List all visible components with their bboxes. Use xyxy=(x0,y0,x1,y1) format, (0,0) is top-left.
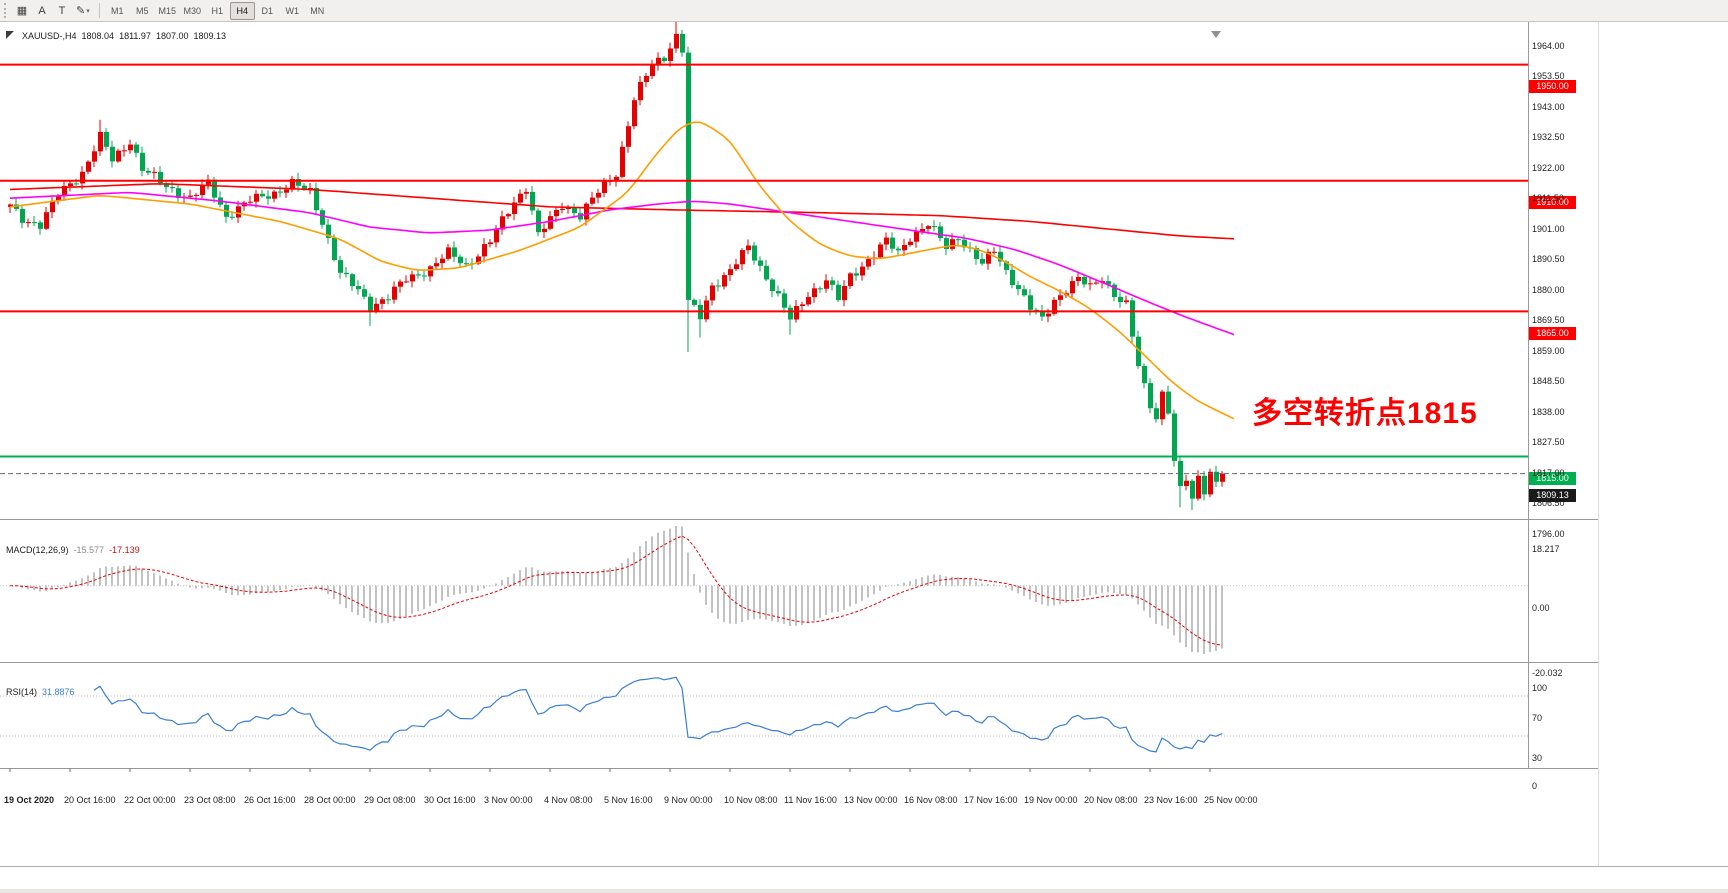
timeframe-button-M15[interactable]: M15 xyxy=(158,5,176,16)
macd-signal-value: -17.139 xyxy=(109,545,140,555)
toolbar-tools: ▦ A T ✎ ▾ xyxy=(12,2,94,20)
open-value: 1808.04 xyxy=(81,31,115,41)
timeframe-button-MN[interactable]: MN xyxy=(310,5,325,16)
caret-down-icon: ▾ xyxy=(86,7,90,15)
timeframe-button-W1[interactable]: W1 xyxy=(285,5,299,16)
chart-annotation-text: 多空转折点1815 xyxy=(1252,397,1478,430)
window-bottom-edge xyxy=(0,889,1728,893)
macd-histogram xyxy=(15,526,1223,654)
timeframe-button-M5[interactable]: M5 xyxy=(135,5,149,16)
text-label-tool-button[interactable]: A xyxy=(38,4,46,17)
timeframe-button-D1[interactable]: D1 xyxy=(261,5,273,16)
macd-indicator-label: MACD(12,26,9) -15.577 -17.139 xyxy=(6,545,145,555)
rsi-title: RSI(14) xyxy=(6,687,38,697)
one-click-trading-arrow-icon[interactable] xyxy=(6,31,14,39)
ma-mid-magenta-line xyxy=(9,191,1235,336)
draw-tool-button[interactable]: ✎ ▾ xyxy=(76,5,90,17)
rsi-line xyxy=(93,676,1223,753)
text-tool-button[interactable]: T xyxy=(58,4,66,17)
macd-value: -15.577 xyxy=(73,545,105,555)
low-value: 1807.00 xyxy=(155,31,189,41)
timeframe-button-H1[interactable]: H1 xyxy=(211,5,223,16)
toolbar-drag-handle[interactable] xyxy=(4,3,8,18)
timeframe-toolbar: M1 M5 M15 M30 H1 H4 D1 W1 MN xyxy=(105,1,330,20)
chart-canvas[interactable] xyxy=(0,0,1728,871)
rsi-indicator-label: RSI(14) 31.8876 xyxy=(6,687,80,697)
symbol-ohlc-info: XAUUSD-,H4 1808.04 1811.97 1807.00 1809.13 xyxy=(22,31,231,41)
chart-shift-marker-icon[interactable] xyxy=(1211,31,1221,38)
high-value: 1811.97 xyxy=(119,31,151,41)
timeframe-button-H4[interactable]: H4 xyxy=(229,1,255,20)
macd-signal-line xyxy=(9,535,1223,646)
candles-group xyxy=(8,20,1225,510)
chart-window-tool-button[interactable]: ▦ xyxy=(16,5,28,17)
timeframe-button-M1[interactable]: M1 xyxy=(110,5,124,16)
rsi-value: 31.8876 xyxy=(42,687,75,697)
macd-title: MACD(12,26,9) xyxy=(6,545,69,555)
timeframe-button-M30[interactable]: M30 xyxy=(183,5,201,16)
symbol-period-label: XAUUSD-,H4 xyxy=(22,31,77,41)
ma-slow-red-line xyxy=(9,183,1235,240)
toolbar-separator xyxy=(98,3,100,18)
close-value: 1809.13 xyxy=(193,31,227,41)
toolbar: ▦ A T ✎ ▾ M1 M5 M15 M30 H1 H4 D1 W1 MN xyxy=(0,0,1728,22)
ma-fast-orange-line xyxy=(9,121,1235,420)
